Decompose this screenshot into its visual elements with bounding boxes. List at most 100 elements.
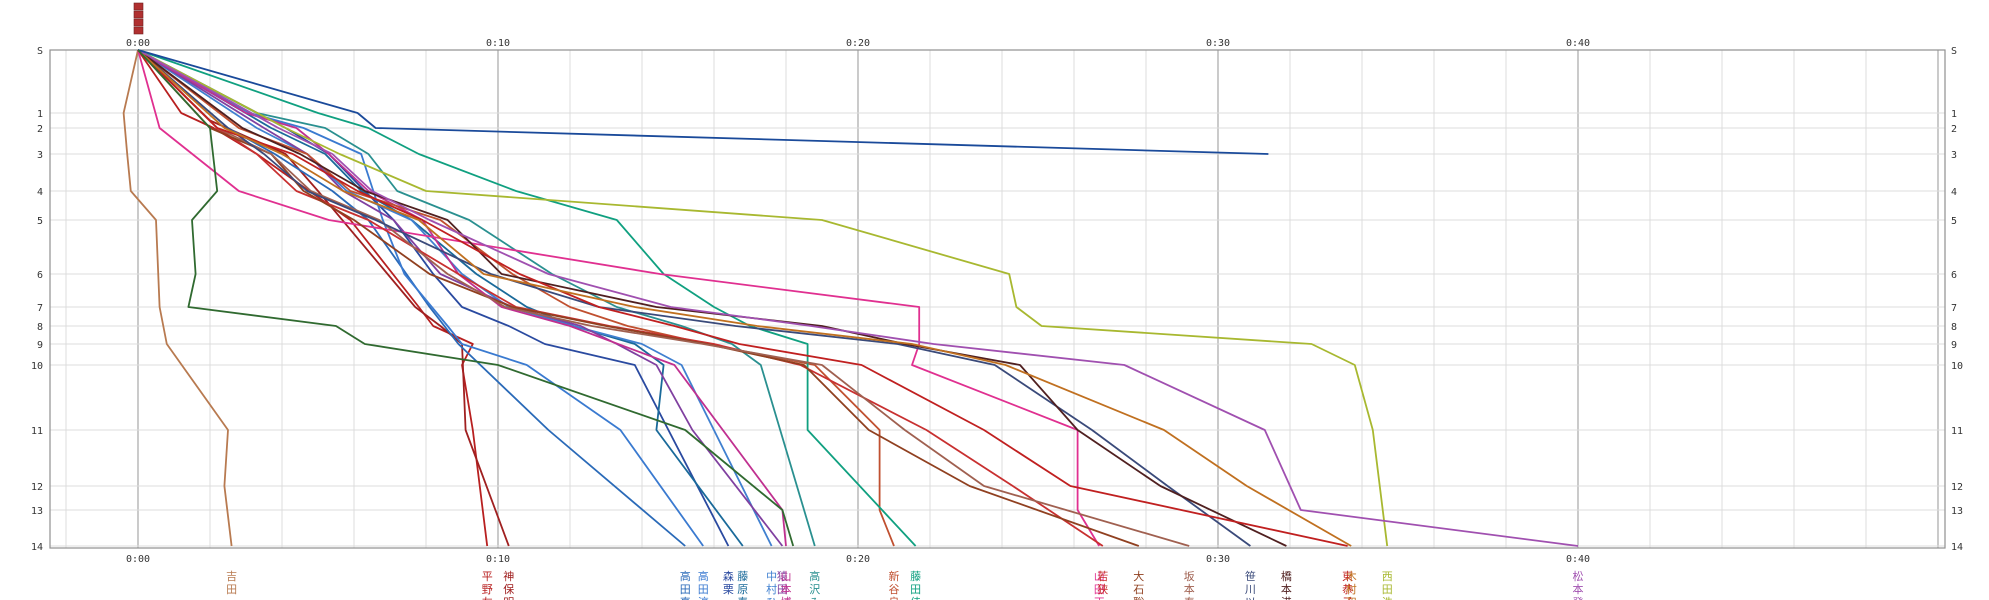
y-tick-label-right: S <box>1951 46 1957 57</box>
y-tick-label-left: 6 <box>37 270 43 281</box>
start-marker <box>133 10 144 19</box>
series-name-label: 吉 <box>226 570 237 583</box>
series-name-label: 猿 <box>777 569 788 583</box>
y-tick-label-left: 8 <box>37 322 43 333</box>
series-name-label: 本 <box>781 582 792 596</box>
series-name-label: 本 <box>1573 582 1584 596</box>
series-line <box>137 49 1100 547</box>
series-name-label: 友 <box>482 595 493 600</box>
series-name-label: 村 <box>1346 582 1357 596</box>
y-tick-label-left: 10 <box>31 361 43 372</box>
series-name-label: 田 <box>910 583 921 596</box>
x-tick-label-bottom: 0:30 <box>1206 554 1230 565</box>
series-line <box>137 49 787 547</box>
y-tick-label-right: 11 <box>1951 426 1963 437</box>
y-tick-label-right: 14 <box>1951 542 1963 553</box>
series-line <box>137 49 917 547</box>
x-tick-label-top: 0:30 <box>1206 38 1230 49</box>
series-lines <box>122 49 1579 547</box>
series-line <box>137 49 489 547</box>
series-name-label: 藤 <box>910 570 921 583</box>
series-name-label: 石 <box>1133 583 1144 596</box>
series-name-label: 川 <box>1245 583 1256 596</box>
series-name-label: 山 <box>781 570 792 583</box>
series-name-label: 浩 <box>1382 596 1393 600</box>
series-name-label: 良 <box>889 595 900 600</box>
series-name-label: 泰 <box>1184 595 1195 600</box>
y-tick-label-left: 12 <box>31 482 43 493</box>
series-name-label: 東 <box>1342 570 1353 583</box>
y-tick-label-left: 14 <box>31 542 43 553</box>
series-name-label: 谷 <box>889 583 900 596</box>
series-name-label: 狭 <box>1097 583 1108 596</box>
series-name-label: 田 <box>777 583 788 596</box>
series-line <box>137 49 1352 547</box>
series-name-label: 原 <box>737 583 748 596</box>
series-name-label: 寿 <box>737 595 748 600</box>
y-tick-label-right: 5 <box>1951 216 1957 227</box>
series-line <box>137 49 1287 547</box>
series-name-label: 明 <box>503 596 514 600</box>
x-tick-label-bottom: 0:10 <box>486 554 510 565</box>
series-name-label: 平 <box>482 570 493 583</box>
y-tick-label-right: 2 <box>1951 124 1957 135</box>
series-name-label: 藤 <box>737 570 748 583</box>
y-tick-label-right: 10 <box>1951 361 1963 372</box>
y-tick-label-left: 11 <box>31 426 43 437</box>
series-line <box>137 49 795 547</box>
y-tick-label-left: 13 <box>31 506 43 517</box>
series-name-label: 以 <box>1245 596 1256 600</box>
y-tick-label-right: 1 <box>1951 109 1957 120</box>
series-name-label: 橋 <box>1281 569 1292 583</box>
series-name-label: 田 <box>1094 583 1105 596</box>
series-name-label: 正 <box>1094 596 1105 600</box>
series-name-label: 栗 <box>723 583 734 596</box>
series-name-label: 真 <box>680 595 691 600</box>
y-tick-label-right: 9 <box>1951 340 1957 351</box>
series-name-label: 山 <box>1094 570 1105 583</box>
y-tick-label-left: 4 <box>37 187 43 198</box>
series-name-label: 恭 <box>1342 583 1353 596</box>
x-tick-label-top: 0:00 <box>126 38 150 49</box>
series-name-label: 松 <box>1573 569 1584 583</box>
series-name-label: 田 <box>680 583 691 596</box>
y-tick-label-right: 6 <box>1951 270 1957 281</box>
series-name-label: 本 <box>1281 582 1292 596</box>
y-tick-label-right: 13 <box>1951 506 1963 517</box>
y-tick-label-left: 2 <box>37 124 43 135</box>
series-name-label: 木 <box>1346 570 1357 583</box>
y-tick-label-left: 7 <box>37 303 43 314</box>
series-name-label: 登 <box>1573 595 1584 600</box>
series-name-label: 淳 <box>698 595 709 600</box>
series-line <box>137 49 1579 547</box>
x-tick-label-top: 0:40 <box>1566 38 1590 49</box>
series-name-label: 笹 <box>1245 570 1256 583</box>
series-name-label: ひ <box>766 596 777 600</box>
x-tick-label-bottom: 0:00 <box>126 554 150 565</box>
series-name-label: 西 <box>1382 570 1393 583</box>
series-line <box>137 49 744 547</box>
y-tick-label-right: 12 <box>1951 482 1963 493</box>
series-name-label: 高 <box>809 569 820 583</box>
series-name-label: 保 <box>503 582 514 596</box>
series-name-label: 田 <box>1382 583 1393 596</box>
series-name-label: 坂 <box>1184 570 1195 583</box>
series-name-label: 満 <box>1281 596 1292 600</box>
series-name-label: 聡 <box>1133 595 1144 600</box>
series-name-label: 村 <box>766 582 777 596</box>
series-name-label: 新 <box>889 569 900 583</box>
series-name-label: 神 <box>503 569 514 583</box>
start-marker <box>133 18 144 27</box>
x-tick-label-top: 0:10 <box>486 38 510 49</box>
series-line <box>137 49 895 547</box>
y-tick-label-left: 5 <box>37 216 43 227</box>
series-name-label: 大 <box>1133 569 1144 583</box>
series-name-label: 和 <box>1346 596 1357 600</box>
series-name-label: 森 <box>723 569 734 583</box>
series-line <box>137 49 773 547</box>
series-name-label: 沢 <box>809 582 820 596</box>
series-name-label: 田 <box>698 583 709 596</box>
series-labels: 吉田平野友神保明高田真高田淳森栗藤原寿中村ひ猿田山本博高沢み新谷良藤田佳山田正若… <box>226 569 1583 600</box>
series-line <box>137 49 1348 547</box>
x-tick-label-bottom: 0:20 <box>846 554 870 565</box>
